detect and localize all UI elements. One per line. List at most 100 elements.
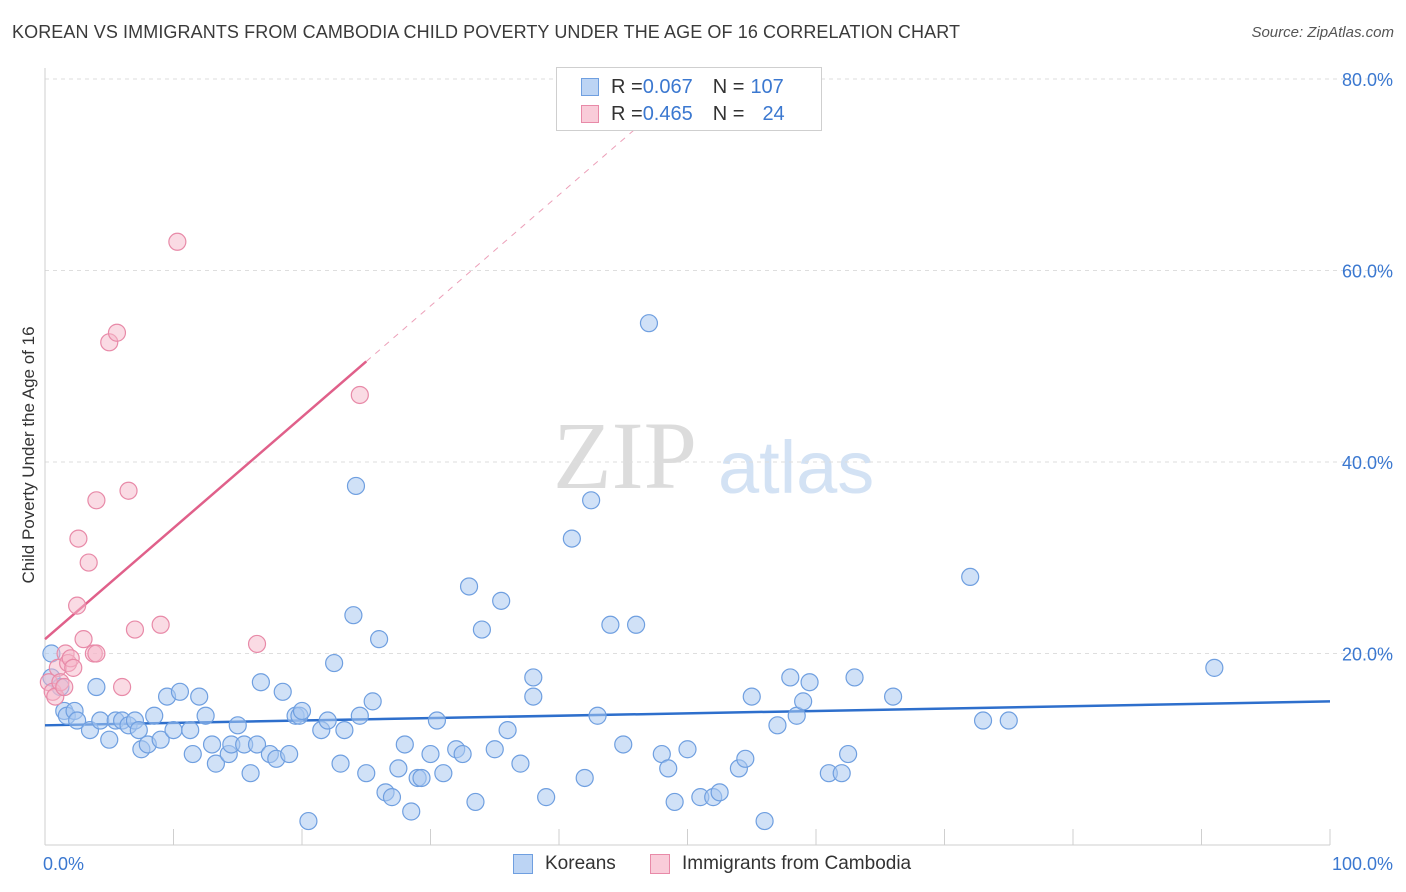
data-point-korean: [459, 577, 479, 596]
data-point-cambodia: [168, 232, 187, 251]
data-point-korean: [427, 711, 447, 730]
data-point-cambodia: [79, 553, 98, 572]
data-point-korean: [280, 744, 299, 764]
legend-n-value: 107: [750, 75, 784, 98]
data-point-korean: [87, 677, 106, 697]
data-point-cambodia: [107, 323, 127, 342]
axes: [44, 68, 1331, 846]
data-point-korean: [100, 730, 119, 749]
data-point-korean: [466, 792, 485, 812]
data-point-korean: [247, 735, 267, 754]
legend-row-koreans: R = 0.067 N = 107: [581, 75, 784, 99]
trend-line-cambodia: [44, 360, 368, 641]
data-point-korean: [91, 711, 110, 730]
data-point-korean: [196, 706, 215, 725]
data-point-korean: [485, 740, 504, 759]
y-tick-label: 80.0%: [1342, 70, 1393, 90]
data-point-korean: [389, 759, 408, 778]
data-point-korean: [183, 744, 202, 764]
data-point-korean: [999, 711, 1018, 730]
data-point-korean: [402, 802, 421, 821]
data-point-cambodia: [55, 677, 74, 697]
bottom-legend-koreans: Koreans: [513, 851, 616, 877]
data-point-korean: [68, 711, 87, 730]
data-point-korean: [961, 567, 980, 587]
data-point-korean: [335, 720, 354, 740]
x-tick-label: 0.0%: [43, 854, 84, 874]
data-point-cambodia: [247, 634, 267, 654]
data-point-cambodia: [350, 385, 369, 405]
legend-r-key: R =: [611, 75, 643, 98]
data-point-korean: [346, 476, 366, 496]
data-point-korean: [588, 706, 607, 725]
source-label: Source: ZipAtlas.com: [1251, 24, 1394, 41]
y-tick-label: 60.0%: [1342, 262, 1393, 282]
stats-legend: R = 0.067 N = 107 R = 0.465 N = 24: [556, 67, 822, 131]
data-point-cambodia: [151, 615, 170, 634]
data-point-korean: [190, 687, 209, 706]
data-point-korean: [164, 720, 183, 740]
data-point-korean: [562, 529, 581, 548]
data-point-korean: [241, 764, 260, 783]
data-point-cambodia: [125, 620, 145, 639]
data-point-cambodia: [68, 596, 87, 615]
data-point-cambodia: [87, 644, 106, 663]
data-point-korean: [678, 740, 697, 759]
data-point-korean: [582, 491, 601, 510]
data-point-cambodia: [119, 481, 138, 500]
data-point-korean: [755, 811, 774, 831]
data-point-korean: [781, 668, 800, 687]
data-point-korean: [883, 687, 903, 706]
data-point-korean: [832, 764, 851, 783]
data-point-korean: [412, 768, 431, 788]
data-point-korean: [710, 783, 729, 802]
data-point-korean: [659, 759, 678, 778]
data-point-korean: [472, 620, 491, 639]
data-point-cambodia: [74, 630, 93, 649]
data-point-cambodia: [112, 677, 132, 697]
chart-title: KOREAN VS IMMIGRANTS FROM CAMBODIA CHILD…: [12, 22, 961, 42]
data-point-korean: [181, 720, 200, 740]
data-point-korean: [498, 720, 517, 740]
legend-r-value: 0.465: [642, 102, 693, 125]
data-point-korean: [206, 754, 226, 773]
data-point-korean: [736, 749, 755, 768]
data-point-korean: [129, 720, 148, 740]
series-cambodia: [39, 232, 369, 706]
series-koreans: [42, 314, 1224, 831]
legend-n-key: N =: [712, 102, 745, 125]
data-point-korean: [665, 792, 684, 812]
data-point-korean: [151, 730, 170, 749]
legend-swatch-koreans: [581, 78, 599, 96]
data-point-korean: [492, 591, 511, 610]
data-point-korean: [370, 630, 389, 649]
tick-labels: 20.0% 40.0% 60.0% 80.0% 0.0% 100.0%: [43, 70, 1393, 874]
data-point-korean: [639, 314, 659, 333]
data-point-korean: [601, 615, 620, 634]
data-point-korean: [395, 735, 414, 754]
bottom-legend-cambodia: Immigrants from Cambodia: [650, 851, 911, 877]
legend-n-key: N =: [712, 75, 745, 98]
watermark-atlas: atlas: [718, 426, 875, 509]
data-point-korean: [344, 606, 363, 625]
data-point-korean: [511, 754, 530, 773]
bottom-legend-swatch-koreans: [513, 854, 533, 874]
data-point-cambodia: [87, 491, 106, 510]
data-point-cambodia: [69, 529, 88, 548]
data-point-korean: [251, 673, 270, 692]
data-point-korean: [614, 735, 633, 754]
data-point-korean: [292, 701, 312, 721]
data-point-cambodia: [64, 658, 83, 677]
trend-extension-cambodia: [365, 107, 661, 362]
data-point-korean: [421, 744, 440, 764]
data-point-korean: [794, 692, 813, 711]
data-point-korean: [524, 687, 543, 706]
data-point-korean: [382, 788, 402, 807]
data-point-korean: [845, 668, 864, 687]
data-point-korean: [331, 754, 350, 773]
legend-swatch-cambodia: [581, 105, 599, 123]
legend-r-key: R =: [611, 102, 643, 125]
data-point-korean: [453, 744, 472, 764]
data-point-korean: [626, 615, 646, 634]
data-point-korean: [228, 716, 247, 735]
